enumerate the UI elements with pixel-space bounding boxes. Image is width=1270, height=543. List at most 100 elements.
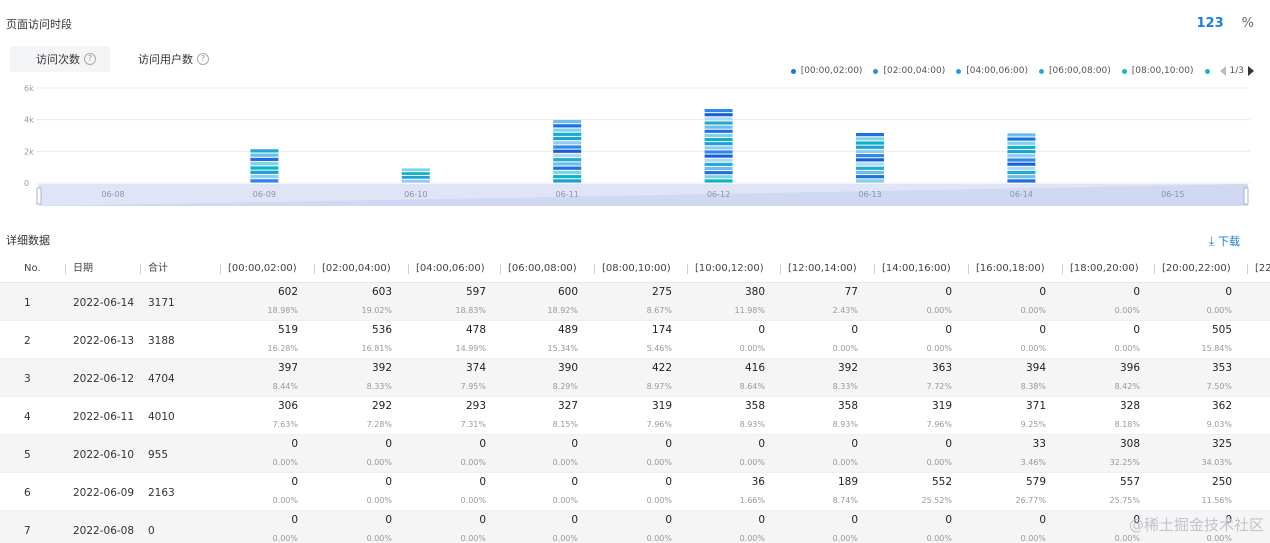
slot-percent: 0.00% [460, 534, 486, 543]
slot-value: 536 [371, 324, 392, 336]
bar-segment [553, 166, 582, 170]
legend-label: [02:00,04:00) [883, 66, 946, 76]
bar-segment [856, 133, 884, 137]
slot-value: 0 [945, 514, 952, 526]
bar-segment [704, 179, 733, 183]
slot-value: 0 [479, 476, 486, 488]
percent-mode-button[interactable]: % [1241, 16, 1254, 31]
slot-percent: 0.00% [739, 344, 765, 353]
slot-value: 0 [665, 476, 672, 488]
slot-percent: 0.00% [272, 496, 298, 505]
slot-percent: 14.99% [455, 344, 486, 353]
x-tick-label: 06-09 [253, 190, 276, 199]
header-date[interactable]: 日期 [65, 255, 93, 283]
row-date: 2022-06-08 [73, 525, 135, 537]
slot-percent: 0.00% [739, 458, 765, 467]
slot-value: 0 [1133, 286, 1140, 298]
slot-percent: 0.00% [832, 534, 858, 543]
detail-section-title: 详细数据 [6, 234, 50, 247]
bar-segment [704, 133, 733, 137]
slot-value: 0 [851, 514, 858, 526]
bar-segment [704, 146, 733, 150]
tab-visit-count[interactable]: 访问次数 ? [10, 46, 110, 72]
slot-value: 0 [1039, 286, 1046, 298]
legend-item[interactable]: [08:00,10:00) [1121, 66, 1194, 76]
header-slot[interactable]: [00:00,02:00) [220, 255, 297, 283]
row-total: 0 [148, 525, 155, 537]
slot-percent: 0.00% [552, 496, 578, 505]
help-icon[interactable]: ? [197, 53, 209, 65]
header-slot[interactable]: [16:00,18:00) [968, 255, 1045, 283]
slot-value: 597 [465, 286, 486, 298]
slot-percent: 0.00% [832, 458, 858, 467]
bar-segment [553, 170, 582, 175]
download-button[interactable]: ⤓ 下载 [1209, 233, 1240, 249]
slot-percent: 11.98% [734, 306, 765, 315]
bar-segment [1007, 137, 1036, 141]
chart-legend: [00:00,02:00) [02:00,04:00) [04:00,06:00… [786, 66, 1254, 76]
header-slot[interactable]: [06:00,08:00) [500, 255, 577, 283]
count-mode-button[interactable]: 123 [1196, 16, 1224, 31]
legend-item[interactable]: [02:00,04:00) [873, 66, 945, 76]
row-date: 2022-06-12 [73, 373, 135, 385]
bar-segment [401, 172, 430, 175]
header-slot[interactable]: [08:00,10:00) [594, 255, 671, 283]
slot-value: 275 [651, 286, 672, 298]
slot-value: 0 [385, 476, 392, 488]
legend-label: [00:00,02:00) [800, 66, 863, 76]
header-slot[interactable]: [18:00,20:00) [1062, 255, 1139, 283]
header-slot[interactable]: [14:00,16:00) [874, 255, 951, 283]
row-total: 955 [148, 449, 169, 461]
help-icon[interactable]: ? [84, 53, 96, 65]
slot-percent: 0.00% [552, 534, 578, 543]
table-row: 3 2022-06-12 4704 397 8.44% 392 8.33% 374 7.95% 3… [0, 359, 1270, 397]
slot-value: 390 [557, 362, 578, 374]
slot-value: 306 [277, 400, 298, 412]
header-slot[interactable]: [04:00,06:00) [408, 255, 485, 283]
slot-value: 0 [945, 438, 952, 450]
metric-tabs: 访问次数 ? 访问用户数 ? [10, 46, 350, 72]
header-total[interactable]: 合计 [140, 255, 168, 283]
header-slot[interactable]: [02:00,04:00) [314, 255, 391, 283]
slot-value: 362 [1211, 400, 1232, 412]
header-slot[interactable]: [22 [1247, 255, 1270, 283]
y-tick-label: 0 [24, 179, 29, 188]
legend-item[interactable]: [00:00,02:00) [790, 66, 863, 76]
slot-percent: 8.42% [1114, 382, 1140, 391]
bar-segment [704, 162, 733, 166]
slot-value: 0 [385, 438, 392, 450]
row-number: 6 [24, 487, 31, 499]
bar-segment [704, 158, 733, 162]
slot-value: 557 [1119, 476, 1140, 488]
slot-percent: 0.00% [926, 344, 952, 353]
bar-segment [250, 174, 279, 179]
bar-segment [553, 145, 582, 149]
x-tick-label: 06-14 [1010, 190, 1033, 199]
slot-percent: 7.96% [646, 420, 672, 429]
bar-segment [856, 162, 884, 166]
header-slot[interactable]: [20:00,22:00) [1154, 255, 1231, 283]
slot-value: 319 [931, 400, 952, 412]
slot-value: 0 [851, 324, 858, 336]
slot-percent: 0.00% [926, 458, 952, 467]
slot-value: 293 [465, 400, 486, 412]
slot-percent: 18.92% [547, 306, 578, 315]
legend-item[interactable]: [06:00,08:00) [1038, 66, 1111, 76]
legend-item [1204, 68, 1210, 74]
detail-table: No. 日期 合计 [00:00,02:00) [02:00,04:00) [04:… [0, 255, 1270, 543]
legend-item[interactable]: [04:00,06:00) [956, 66, 1028, 76]
tab-visitor-count[interactable]: 访问用户数 ? [138, 46, 209, 72]
table-row: 6 2022-06-09 2163 0 0.00% 0 0.00% 0 0.00% 0 0.00% 0… [0, 473, 1270, 511]
prev-page-icon[interactable] [1219, 66, 1226, 76]
header-slot[interactable]: [10:00,12:00) [687, 255, 764, 283]
slot-value: 0 [758, 514, 765, 526]
next-page-icon[interactable] [1248, 66, 1254, 76]
bar-segment [856, 170, 884, 175]
slot-value: 371 [1025, 400, 1046, 412]
slot-percent: 8.33% [832, 382, 858, 391]
header-slot[interactable]: [12:00,14:00) [780, 255, 857, 283]
slot-value: 353 [1211, 362, 1232, 374]
slot-percent: 0.00% [646, 496, 672, 505]
header-no[interactable]: No. [24, 263, 41, 274]
slot-percent: 8.67% [646, 306, 672, 315]
